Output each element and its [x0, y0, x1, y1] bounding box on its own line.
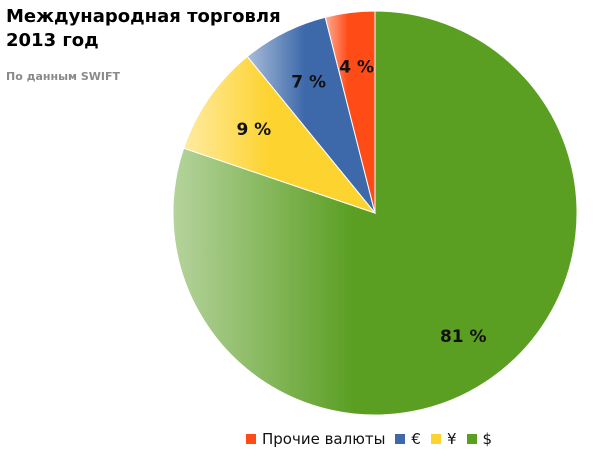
chart-legend: Прочие валюты € ¥ $	[246, 430, 502, 448]
legend-label-2: €	[411, 430, 421, 448]
legend-item-1: ¥	[430, 430, 457, 448]
legend-item-3: Прочие валюты	[246, 430, 385, 448]
slice-value-label-2: 7 %	[291, 72, 326, 92]
chart-title-line-1: Международная торговля	[6, 6, 281, 27]
legend-item-0: $	[466, 430, 493, 448]
pie-slice-3	[324, 10, 376, 214]
slice-value-label-3: 4 %	[339, 58, 374, 78]
legend-swatch-3	[246, 434, 256, 444]
pie-value-labels: 81 % 9 % 7 % 4 %	[236, 58, 486, 347]
legend-swatch-2	[395, 434, 406, 444]
legend-label-0: $	[482, 430, 493, 448]
chart-title: Международная торговля 2013 год	[6, 5, 306, 53]
legend-label-3: Прочие валюты	[262, 430, 386, 448]
legend-item-2: €	[395, 430, 421, 448]
slice-value-label-1: 9 %	[236, 120, 271, 140]
legend-label-1: ¥	[446, 430, 457, 448]
pie-slice-1	[183, 55, 377, 215]
legend-swatch-1	[430, 434, 441, 444]
chart-subtitle: По данным SWIFT	[6, 70, 121, 83]
chart-title-line-2: 2013 год	[6, 30, 99, 51]
legend-swatch-0	[466, 434, 477, 444]
pie-slices	[172, 10, 578, 416]
slice-value-label-0: 81 %	[440, 327, 487, 347]
